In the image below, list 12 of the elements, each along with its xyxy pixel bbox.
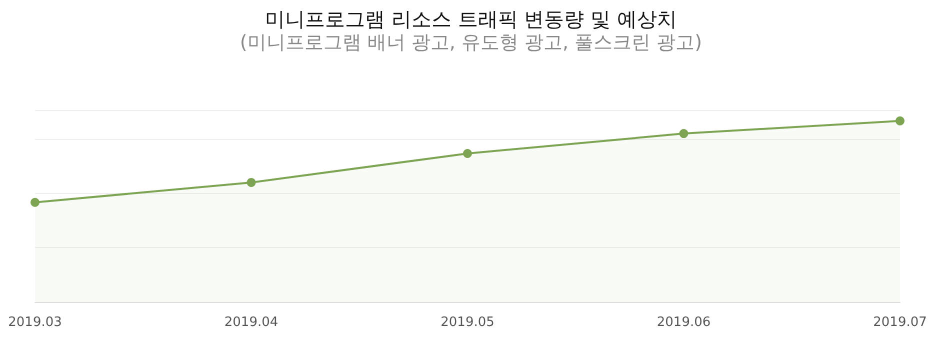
chart-subtitle: (미니프로그램 배너 광고, 유도형 광고, 풀스크린 광고) (240, 32, 702, 54)
x-tick-label: 2019.04 (224, 315, 278, 330)
point (30, 198, 40, 207)
point (679, 129, 688, 138)
x-tick-label: 2019.06 (656, 315, 711, 330)
x-tick-label: 2019.05 (440, 315, 494, 330)
x-tick-label: 2019.03 (8, 315, 62, 330)
x-tick-label: 2019.07 (873, 315, 927, 330)
point (463, 148, 472, 158)
point (896, 116, 904, 126)
chart-title: 미니프로그램 리소스 트래픽 변동량 및 예상치 (265, 7, 677, 31)
point (246, 178, 256, 187)
